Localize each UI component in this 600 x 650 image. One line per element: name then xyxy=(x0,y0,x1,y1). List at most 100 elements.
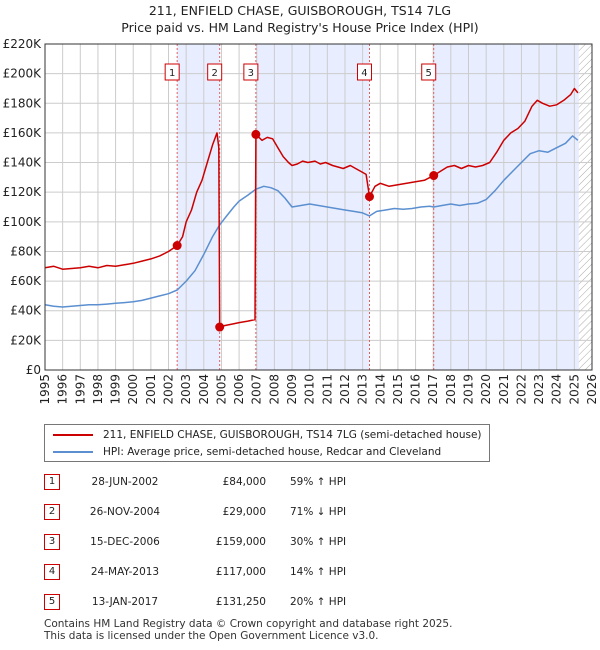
transaction-number: 3 xyxy=(44,534,60,550)
footer: Contains HM Land Registry data © Crown c… xyxy=(44,618,452,642)
transaction-number: 1 xyxy=(44,474,60,490)
transaction-price: £117,000 xyxy=(215,566,266,578)
y-tick-label: £60K xyxy=(10,274,42,288)
x-tick-label: 2008 xyxy=(267,374,281,405)
x-tick-label: 2023 xyxy=(532,374,546,405)
transaction-date: 24-MAY-2013 xyxy=(90,566,160,578)
footer-copyright: Contains HM Land Registry data © Crown c… xyxy=(44,618,453,630)
x-tick-label: 2009 xyxy=(285,374,299,405)
transaction-date: 13-JAN-2017 xyxy=(91,596,159,608)
x-tick-label: 2025 xyxy=(567,374,581,405)
x-tick-label: 2017 xyxy=(426,374,440,405)
x-tick-label: 2010 xyxy=(303,374,317,405)
x-tick-label: 1997 xyxy=(73,374,87,405)
sale-label-frame xyxy=(207,63,223,81)
x-tick-label: 2016 xyxy=(409,374,423,405)
sale-label-box: 5 xyxy=(421,63,437,81)
sale-label-number: 4 xyxy=(361,68,367,79)
y-tick-label: £0 xyxy=(26,363,41,377)
transaction-row: 5 13-JAN-2017 £131,250 20% ↑ HPI xyxy=(44,594,484,612)
x-tick-label: 1998 xyxy=(91,374,105,405)
transaction-row: 1 28-JUN-2002 £84,000 59% ↑ HPI xyxy=(44,474,484,492)
legend-price-label: 211, ENFIELD CHASE, GUISBOROUGH, TS14 7L… xyxy=(103,429,482,441)
transaction-hpi: 59% ↑ HPI xyxy=(290,476,347,488)
transaction-hpi: 71% ↓ HPI xyxy=(290,506,347,518)
transaction-date: 15-DEC-2006 xyxy=(90,536,160,548)
sale-label-box: 4 xyxy=(356,63,372,81)
price-chart: £0 £20K £40K £60K £80K £100K £120K £140K £160K £1… xyxy=(3,37,599,405)
title-address: 211, ENFIELD CHASE, GUISBOROUGH, TS14 7L… xyxy=(148,3,452,18)
sale-point xyxy=(429,171,439,181)
x-tick-label: 2004 xyxy=(197,374,211,405)
x-tick-label: 2000 xyxy=(126,374,140,405)
transaction-row: 3 15-DEC-2006 £159,000 30% ↑ HPI xyxy=(44,534,484,552)
sale-point xyxy=(215,322,225,332)
x-tick-label: 2002 xyxy=(162,374,176,405)
x-tick-label: 1999 xyxy=(109,374,123,405)
transaction-row: 2 26-NOV-2004 £29,000 71% ↓ HPI xyxy=(44,504,484,522)
x-tick-label: 2001 xyxy=(144,374,158,405)
x-tick-label: 2011 xyxy=(320,374,334,405)
legend-price: 211, ENFIELD CHASE, GUISBOROUGH, TS14 7L… xyxy=(53,427,482,443)
transaction-price: £159,000 xyxy=(215,536,266,548)
transaction-price: £131,250 xyxy=(215,596,266,608)
y-tick-label: £140K xyxy=(3,156,43,170)
legend-hpi: HPI: Average price, semi-detached house,… xyxy=(53,444,441,460)
legend-hpi-swatch xyxy=(53,451,93,453)
sale-point xyxy=(251,129,261,139)
x-tick-label: 2021 xyxy=(497,374,511,405)
sale-label-frame xyxy=(421,63,437,81)
sale-label-box: 3 xyxy=(243,63,259,81)
legend-hpi-label: HPI: Average price, semi-detached house,… xyxy=(103,446,442,458)
sale-label-frame xyxy=(164,63,180,81)
title-subtitle: Price paid vs. HM Land Registry's House … xyxy=(121,20,479,35)
x-tick-label: 2003 xyxy=(179,374,193,405)
y-tick-label: £220K xyxy=(3,37,43,51)
y-tick-label: £40K xyxy=(10,304,42,318)
x-tick-label: 2024 xyxy=(550,374,564,405)
y-tick-label: £180K xyxy=(3,96,43,110)
legend: 211, ENFIELD CHASE, GUISBOROUGH, TS14 7L… xyxy=(44,424,490,462)
sale-point xyxy=(364,192,374,202)
sale-label-number: 3 xyxy=(248,68,254,79)
transaction-number: 2 xyxy=(44,504,60,520)
transaction-price: £29,000 xyxy=(222,506,266,518)
x-tick-label: 2015 xyxy=(391,374,405,405)
x-tick-label: 1995 xyxy=(38,374,52,405)
x-tick-label: 2006 xyxy=(232,374,246,405)
y-tick-label: £80K xyxy=(10,244,42,258)
sale-label-box: 2 xyxy=(207,63,223,81)
x-tick-label: 2013 xyxy=(356,374,370,405)
plot-frame xyxy=(44,43,593,371)
hatched-region xyxy=(578,44,592,370)
ownership-band xyxy=(433,44,579,370)
x-tick-label: 2018 xyxy=(444,374,458,405)
x-tick-label: 2019 xyxy=(461,374,475,405)
transaction-date: 28-JUN-2002 xyxy=(91,476,159,488)
x-tick-label: 2005 xyxy=(214,374,228,405)
ownership-band xyxy=(177,44,220,370)
y-tick-label: £120K xyxy=(3,185,43,199)
transaction-row: 4 24-MAY-2013 £117,000 14% ↑ HPI xyxy=(44,564,484,582)
transaction-hpi: 30% ↑ HPI xyxy=(290,536,347,548)
legend-price-swatch xyxy=(53,434,93,436)
sale-label-number: 5 xyxy=(426,68,432,79)
transaction-price: £84,000 xyxy=(222,476,266,488)
x-tick-label: 1996 xyxy=(56,374,70,405)
transaction-hpi: 20% ↑ HPI xyxy=(290,596,347,608)
x-tick-label: 2020 xyxy=(479,374,493,405)
x-tick-label: 2007 xyxy=(250,374,264,405)
transaction-number: 5 xyxy=(44,594,60,610)
y-tick-label: £160K xyxy=(3,126,43,140)
sale-label-number: 2 xyxy=(211,68,217,79)
transaction-hpi: 14% ↑ HPI xyxy=(290,566,347,578)
x-tick-label: 2026 xyxy=(585,374,599,405)
sale-label-box: 1 xyxy=(164,63,180,81)
transaction-number: 4 xyxy=(44,564,60,580)
chart-title: 211, ENFIELD CHASE, GUISBOROUGH, TS14 7L… xyxy=(0,2,600,36)
x-tick-label: 2022 xyxy=(514,374,528,405)
price-paid-line xyxy=(44,87,579,328)
sale-label-frame xyxy=(356,63,372,81)
y-tick-label: £20K xyxy=(10,333,42,347)
y-tick-label: £200K xyxy=(3,67,43,81)
